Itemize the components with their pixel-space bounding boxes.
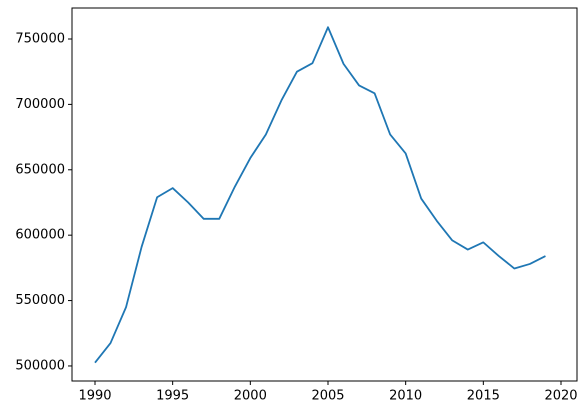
x-tick-label: 1995 <box>156 389 189 404</box>
y-tick-label: 500000 <box>15 358 65 373</box>
y-tick-label: 550000 <box>15 293 65 308</box>
y-tick-label: 600000 <box>15 228 65 243</box>
y-tick-label: 750000 <box>15 31 65 46</box>
x-tick-label: 2020 <box>544 389 577 404</box>
x-tick-label: 2015 <box>467 389 500 404</box>
x-tick-label: 2010 <box>389 389 422 404</box>
plot-frame <box>71 7 578 382</box>
y-tick-label: 700000 <box>15 97 65 112</box>
x-tick-label: 1990 <box>78 389 111 404</box>
x-tick-label: 2005 <box>311 389 344 404</box>
x-tick-label: 2000 <box>234 389 267 404</box>
y-tick-label: 650000 <box>15 162 65 177</box>
data-line <box>94 26 546 364</box>
